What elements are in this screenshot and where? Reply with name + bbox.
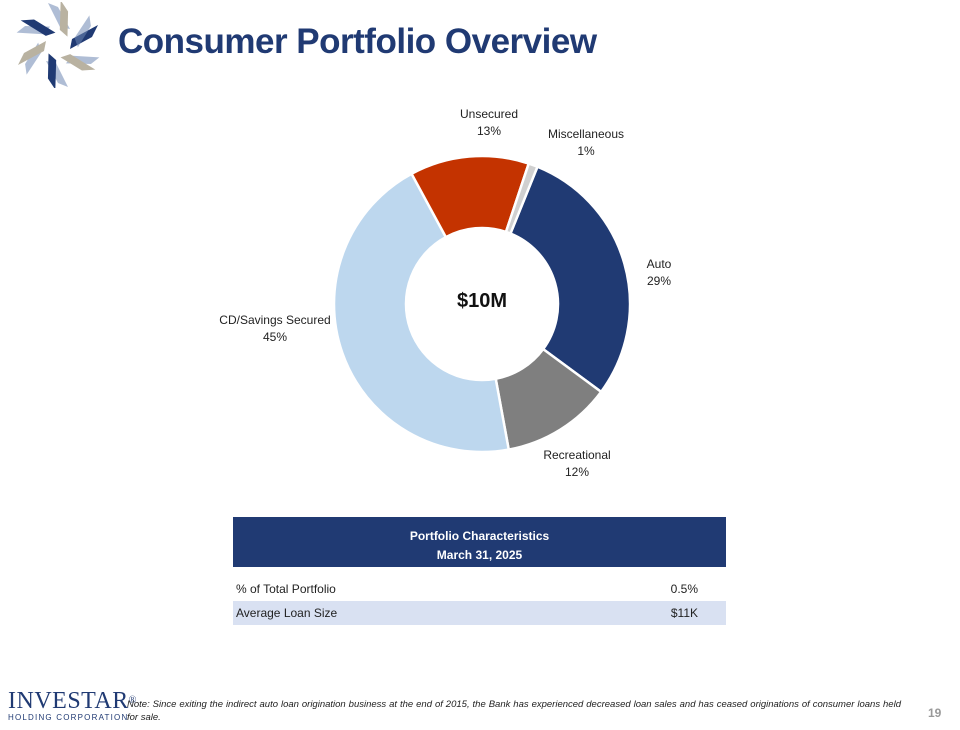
row-value: $11K <box>552 601 726 625</box>
table-date: March 31, 2025 <box>233 543 726 567</box>
brand-subtitle: HOLDING CORPORATION <box>8 713 129 722</box>
logo-blade-icon <box>59 2 69 37</box>
table-title: Portfolio Characteristics <box>233 517 726 543</box>
slice-label-unsecured: Unsecured 13% <box>460 107 518 138</box>
donut-chart: Auto 29% Recreational 12% CD/Savings Secured… <box>219 107 672 479</box>
logo-blade-icon <box>47 53 57 88</box>
logo-blade-icon <box>60 54 96 71</box>
registered-mark: ® <box>128 695 137 706</box>
table-row: Average Loan Size $11K <box>233 601 726 625</box>
slice-label-auto: Auto 29% <box>647 257 672 288</box>
slice-miscellaneous <box>504 161 540 236</box>
company-logo-icon <box>16 2 100 88</box>
slice-auto <box>508 165 632 394</box>
logo-blade-icon <box>74 15 91 48</box>
slice-label-miscellaneous: Miscellaneous 1% <box>548 127 624 158</box>
portfolio-characteristics-table: Portfolio Characteristics March 31, 2025… <box>233 517 726 625</box>
slice-cd-savings-secured <box>332 172 511 454</box>
slice-label-cd-savings-secured: CD/Savings Secured 45% <box>219 313 330 344</box>
footnote: Note: Since exiting the indirect auto lo… <box>127 699 901 723</box>
slice-label-recreational: Recreational 12% <box>543 448 610 479</box>
row-label: Average Loan Size <box>233 601 553 625</box>
logo-blade-icon <box>20 19 56 36</box>
row-value: 0.5% <box>670 582 698 596</box>
table-row: % of Total Portfolio 0.5% <box>233 577 726 601</box>
page-number: 19 <box>928 706 942 720</box>
row-label: % of Total Portfolio <box>236 582 336 596</box>
page-title: Consumer Portfolio Overview <box>118 22 597 61</box>
brand-logo: INVESTAR® HOLDING CORPORATION <box>8 688 137 722</box>
logo-blade-icon <box>18 41 46 65</box>
donut-center-label: $10M <box>457 290 507 312</box>
brand-name: INVESTAR <box>8 688 129 714</box>
